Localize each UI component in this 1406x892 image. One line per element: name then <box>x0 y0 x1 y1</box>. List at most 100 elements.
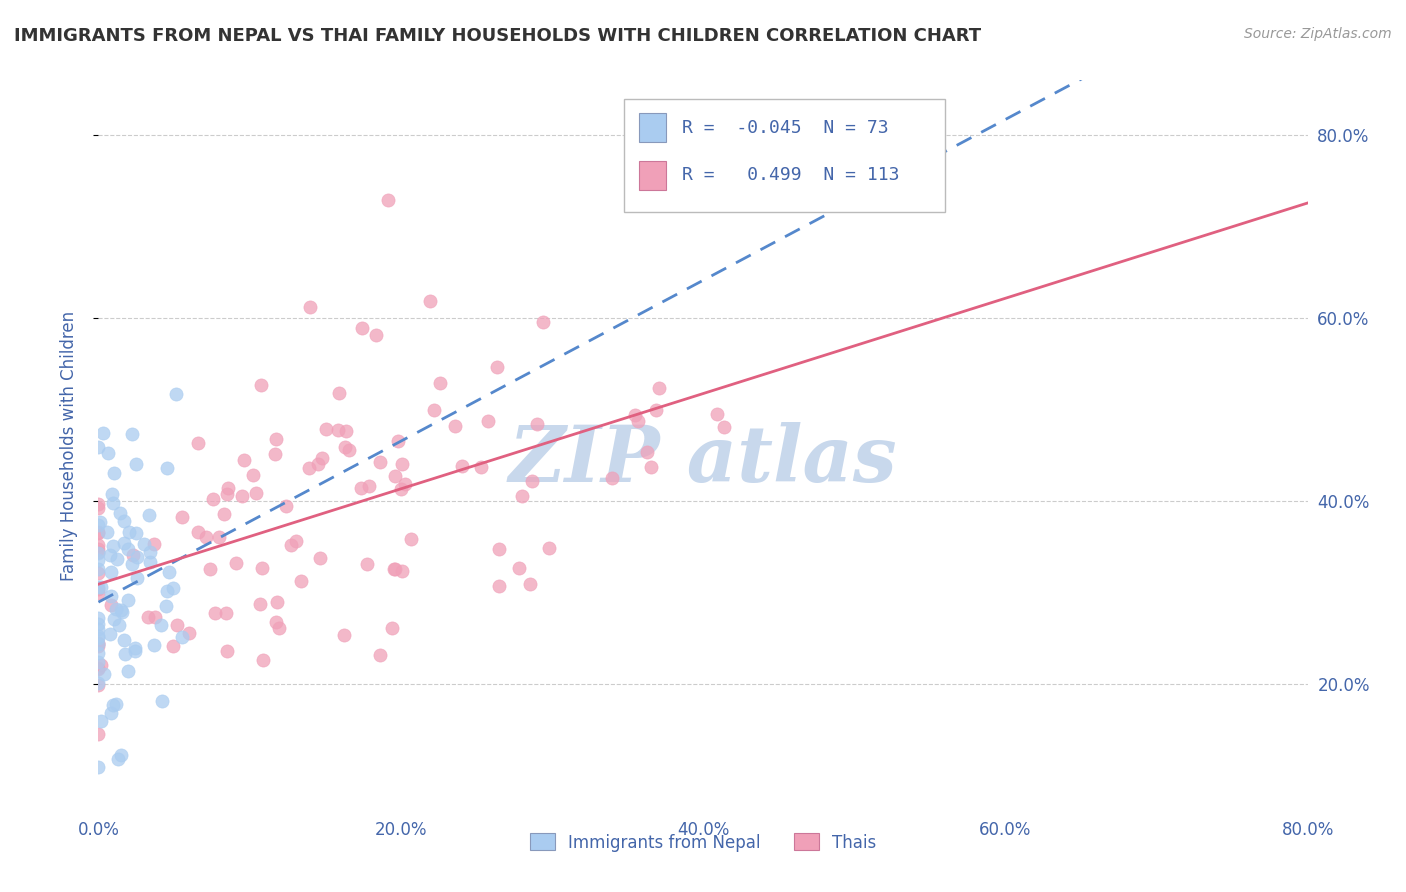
Point <box>100 589 122 603</box>
Point <box>87 676 110 690</box>
Point <box>419 294 441 309</box>
Point <box>87 617 110 632</box>
Point <box>103 611 125 625</box>
Point <box>713 419 735 434</box>
Point <box>87 566 110 580</box>
Point <box>204 606 226 620</box>
Point <box>87 661 110 675</box>
Point <box>266 595 288 609</box>
Point <box>87 610 110 624</box>
Point <box>138 508 160 522</box>
Point <box>125 526 148 541</box>
Point <box>124 643 146 657</box>
Point <box>391 564 413 578</box>
Point <box>242 467 264 482</box>
Point <box>107 752 129 766</box>
Point <box>87 662 110 676</box>
Point <box>298 300 321 314</box>
Point <box>127 549 149 564</box>
Point <box>636 445 658 459</box>
Point <box>232 453 254 467</box>
Point <box>195 530 218 544</box>
Point <box>124 457 146 471</box>
Point <box>97 446 120 460</box>
Text: IMMIGRANTS FROM NEPAL VS THAI FAMILY HOUSEHOLDS WITH CHILDREN CORRELATION CHART: IMMIGRANTS FROM NEPAL VS THAI FAMILY HOU… <box>14 27 981 45</box>
Point <box>508 561 530 575</box>
Point <box>87 518 110 533</box>
Point <box>488 579 510 593</box>
Point <box>177 626 200 640</box>
Point <box>187 436 209 450</box>
Point <box>87 500 110 515</box>
Point <box>202 491 225 506</box>
Point <box>100 565 122 579</box>
Point <box>87 636 110 650</box>
Point <box>311 450 333 465</box>
Point <box>600 471 623 485</box>
Point <box>110 747 132 762</box>
Point <box>87 546 110 560</box>
Point <box>89 515 111 529</box>
Point <box>87 562 110 576</box>
Text: Source: ZipAtlas.com: Source: ZipAtlas.com <box>1244 27 1392 41</box>
Point <box>384 468 406 483</box>
Y-axis label: Family Households with Children: Family Households with Children <box>59 311 77 581</box>
Point <box>422 403 444 417</box>
Point <box>87 629 110 643</box>
Point <box>264 432 287 446</box>
Point <box>399 532 422 546</box>
Point <box>87 760 110 774</box>
Point <box>264 447 287 461</box>
Point <box>87 637 110 651</box>
Point <box>250 378 273 392</box>
Point <box>250 561 273 575</box>
Point <box>87 497 110 511</box>
Point <box>368 648 391 663</box>
Point <box>91 425 114 440</box>
Point <box>170 510 193 524</box>
Point <box>370 455 392 469</box>
Point <box>187 524 209 539</box>
Point <box>217 644 239 658</box>
Point <box>87 553 110 567</box>
Legend: Immigrants from Nepal, Thais: Immigrants from Nepal, Thais <box>523 827 883 858</box>
Point <box>252 653 274 667</box>
Point <box>156 584 179 599</box>
Point <box>377 194 399 208</box>
Point <box>486 359 509 374</box>
Point <box>87 622 110 636</box>
Point <box>87 727 110 741</box>
Point <box>510 489 533 503</box>
Point <box>451 458 474 473</box>
Text: R =   0.499  N = 113: R = 0.499 N = 113 <box>682 167 900 185</box>
Point <box>125 571 148 585</box>
Point <box>208 530 231 544</box>
Point <box>87 440 110 454</box>
Point <box>215 606 238 620</box>
Point <box>121 557 143 571</box>
Text: R =  -0.045  N = 73: R = -0.045 N = 73 <box>682 119 889 136</box>
Point <box>98 548 121 562</box>
Point <box>149 617 172 632</box>
Point <box>332 628 354 642</box>
Point <box>443 419 465 434</box>
Point <box>298 461 321 475</box>
Point <box>217 481 239 495</box>
Point <box>225 557 247 571</box>
Point <box>267 621 290 635</box>
Point <box>391 458 413 472</box>
Point <box>93 667 115 681</box>
FancyBboxPatch shape <box>638 113 665 143</box>
Point <box>337 442 360 457</box>
Point <box>627 414 650 428</box>
Point <box>101 487 124 501</box>
Point <box>87 542 110 557</box>
Point <box>350 481 373 495</box>
Point <box>249 597 271 611</box>
Point <box>96 524 118 539</box>
Point <box>87 637 110 651</box>
Point <box>138 556 160 570</box>
Point <box>108 506 131 520</box>
Point <box>98 626 121 640</box>
Point <box>87 631 110 645</box>
